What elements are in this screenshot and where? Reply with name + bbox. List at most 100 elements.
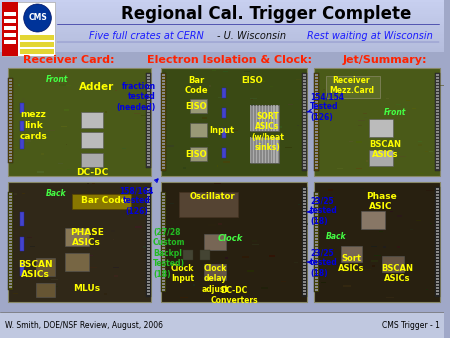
Bar [9,79,12,80]
Bar [253,137,254,163]
Bar [315,95,318,97]
Circle shape [24,4,51,32]
Bar [436,113,439,115]
Bar [162,107,165,108]
Bar [418,141,422,142]
Bar [9,235,12,237]
Bar [303,125,306,126]
Bar [303,221,306,222]
Bar [303,149,306,150]
Bar [142,200,144,201]
Bar [436,134,439,136]
Bar [0,0,444,2]
Bar [281,281,286,282]
Text: Oscillator: Oscillator [189,192,235,201]
Text: Clock: Clock [217,234,243,243]
Bar [300,99,303,100]
Bar [382,256,404,272]
Bar [303,116,306,118]
Bar [303,272,306,273]
Bar [162,196,165,197]
Bar [147,233,150,235]
Bar [436,254,439,256]
Bar [315,193,318,194]
Bar [436,161,439,163]
Bar [9,115,12,117]
Bar [36,171,44,173]
Bar [315,113,318,115]
Bar [9,109,12,111]
Bar [204,264,226,280]
Bar [9,229,12,231]
Text: mezz
link
cards: mezz link cards [20,110,47,141]
Bar [436,101,439,102]
Bar [9,151,12,152]
Bar [147,218,150,219]
Bar [314,68,441,176]
Bar [436,89,439,91]
Bar [224,200,231,201]
Bar [428,151,433,152]
Bar [2,2,18,56]
Bar [162,262,165,264]
Bar [9,268,12,269]
Bar [315,277,318,279]
Bar [387,297,394,298]
Bar [303,128,306,129]
Bar [400,156,406,158]
Bar [315,268,318,269]
Bar [315,211,318,213]
Bar [162,143,165,145]
Bar [315,74,318,75]
Bar [204,234,226,250]
Bar [356,168,362,169]
Bar [436,278,439,280]
Text: DC-DC
Converters: DC-DC Converters [210,286,258,306]
Bar [248,270,254,271]
Bar [437,85,444,86]
Bar [165,105,171,106]
Bar [147,140,150,142]
Bar [303,167,306,169]
Text: CMS: CMS [28,14,47,23]
Bar [436,257,439,259]
Bar [315,143,318,145]
Bar [147,266,150,267]
Bar [397,246,400,248]
Text: Receiver Card:: Receiver Card: [23,55,115,65]
Bar [147,251,150,252]
Bar [0,38,444,40]
Bar [396,104,401,105]
Bar [250,105,251,131]
Bar [162,110,165,112]
Bar [162,146,165,147]
Bar [4,12,16,16]
Bar [303,260,306,262]
Bar [9,274,12,275]
Bar [242,256,248,258]
Bar [147,134,150,136]
Bar [147,221,150,222]
Bar [14,293,18,294]
Bar [416,220,422,221]
Bar [97,208,99,210]
Bar [303,281,306,283]
Bar [358,120,365,121]
Bar [20,35,54,40]
Bar [170,203,174,204]
Bar [315,253,318,255]
Bar [9,142,12,144]
Text: fraction
tested
(needed): fraction tested (needed) [117,82,156,112]
Bar [9,157,12,159]
Bar [303,251,306,252]
Bar [326,76,380,98]
Bar [147,191,150,193]
Bar [315,289,318,290]
Bar [194,79,196,80]
Bar [9,160,12,162]
Bar [436,158,439,160]
Bar [272,121,280,122]
Bar [18,84,20,86]
Bar [162,77,165,78]
Bar [222,128,226,138]
